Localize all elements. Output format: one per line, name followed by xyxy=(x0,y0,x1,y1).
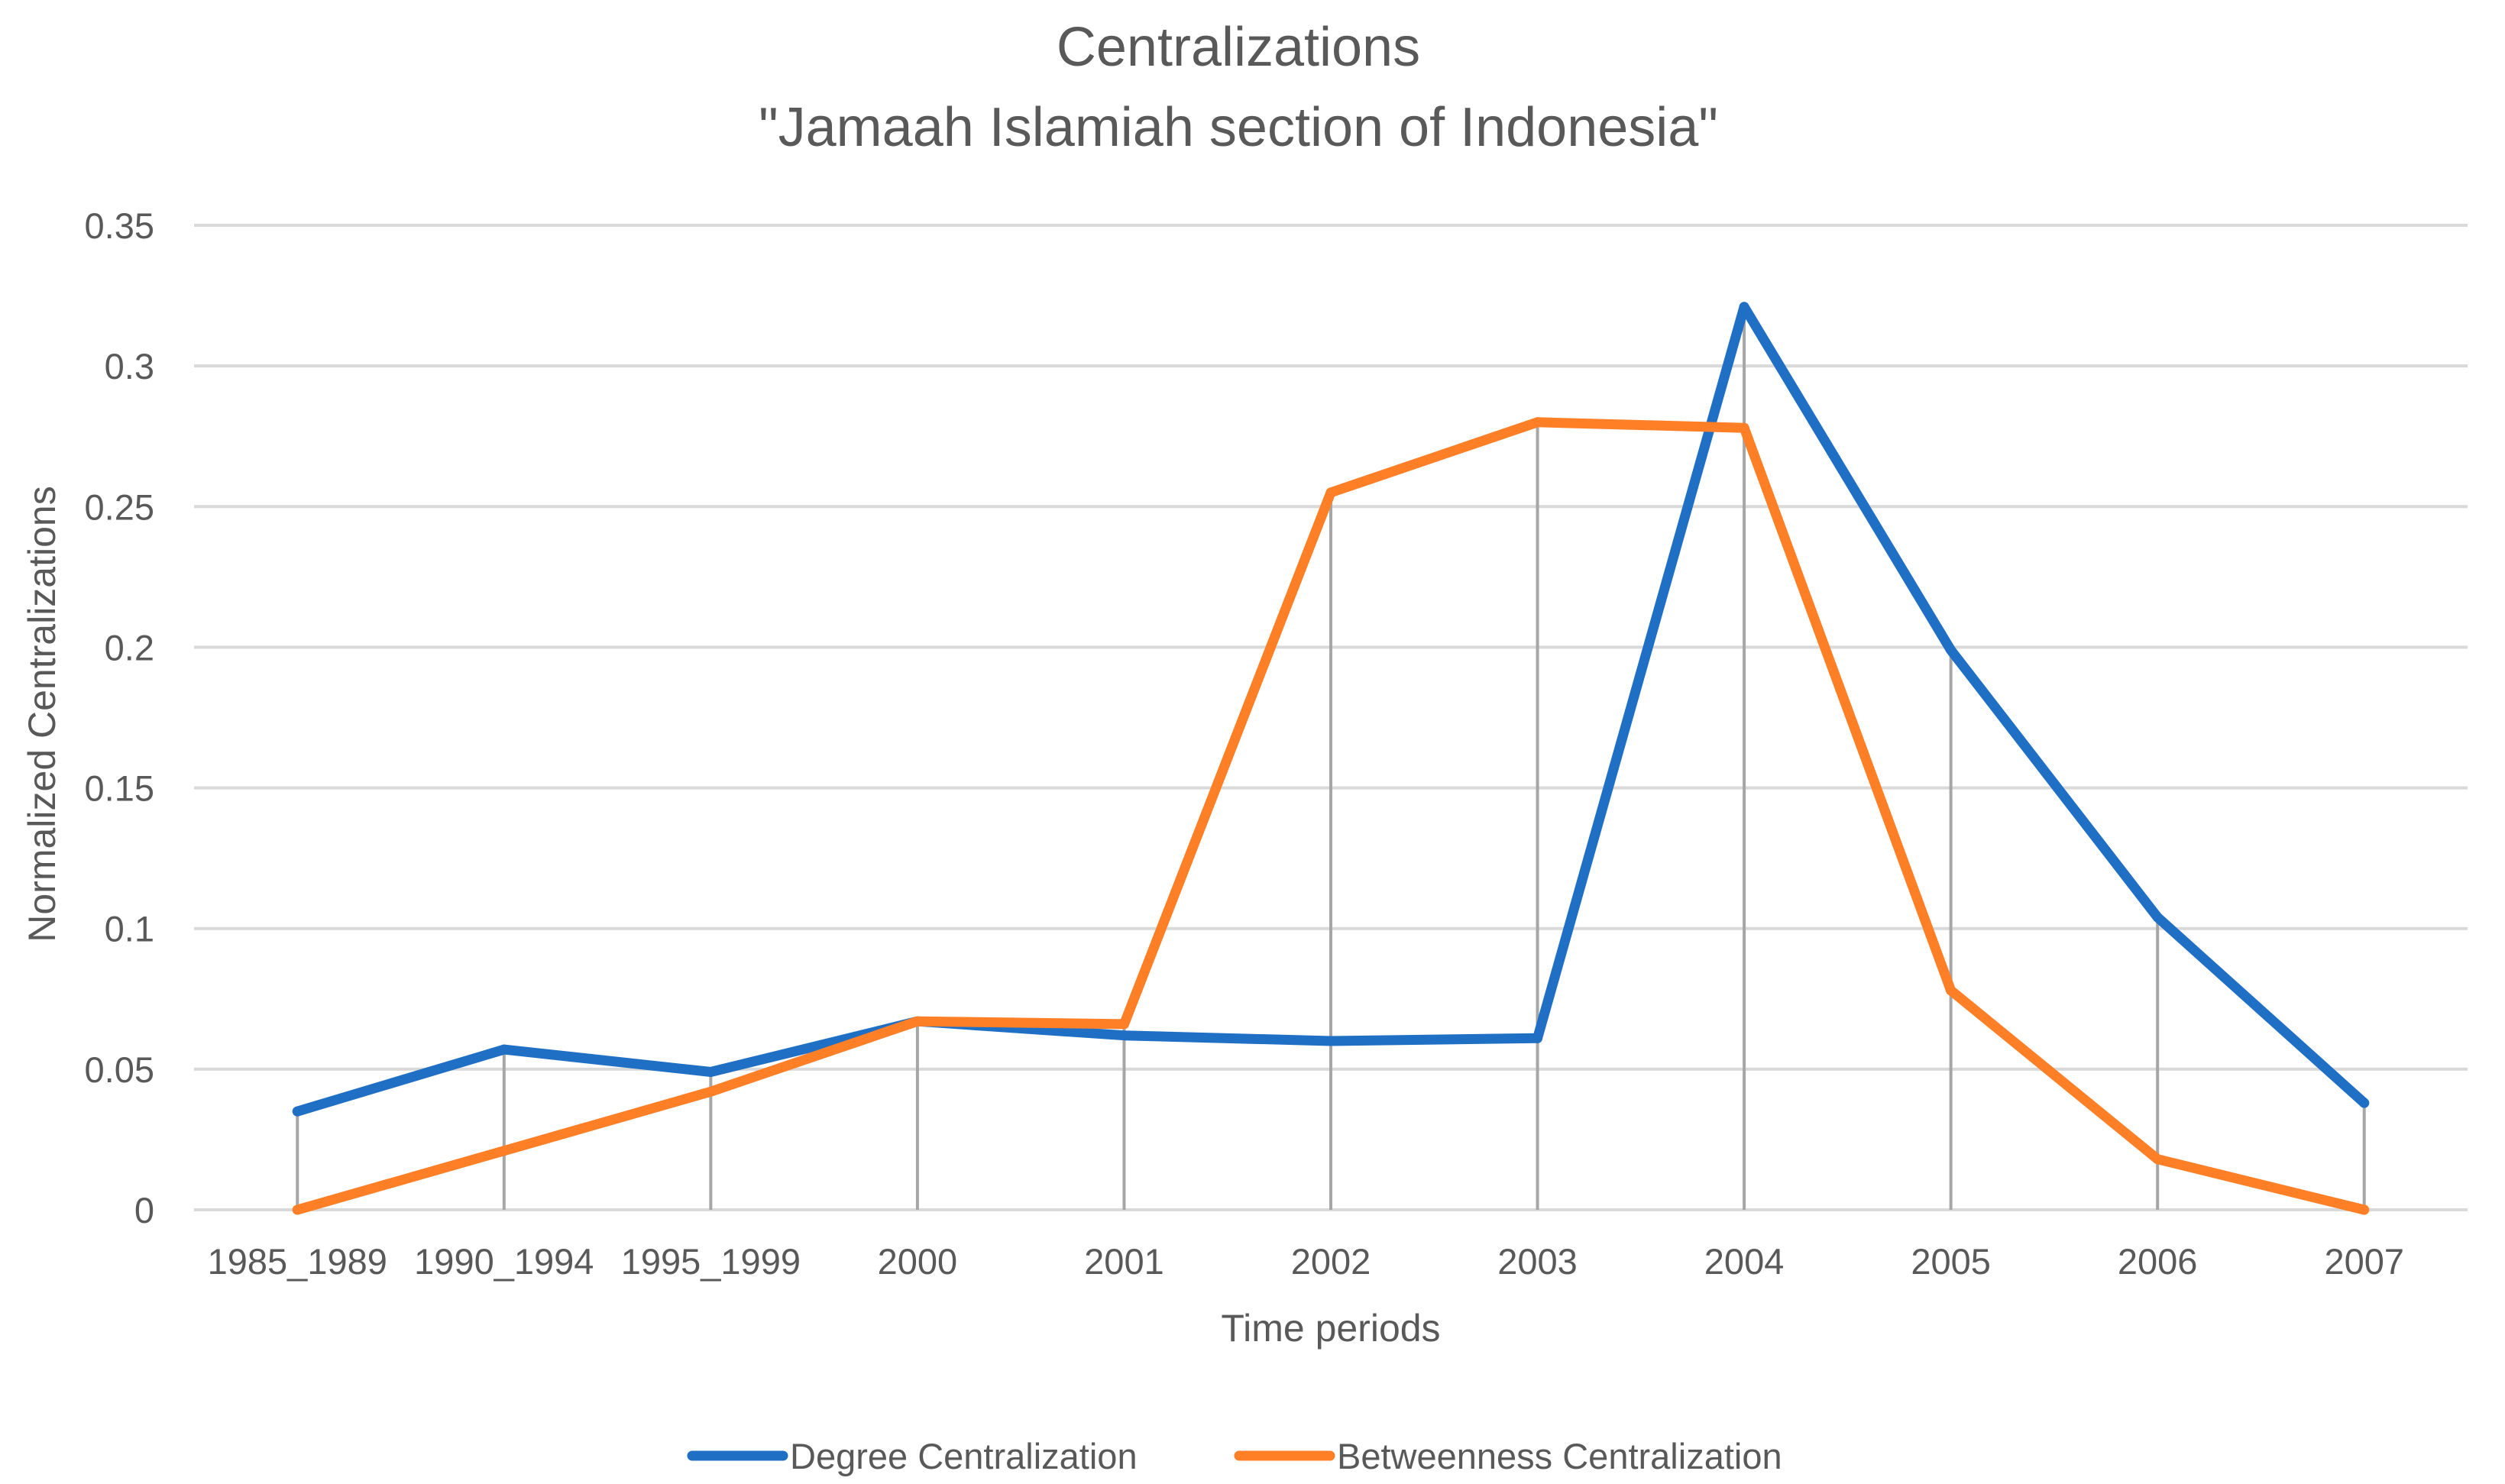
betweenness-centralization-point xyxy=(2152,1154,2163,1165)
degree-centralization-point xyxy=(499,1044,510,1055)
x-tick-label: 2007 xyxy=(2324,1241,2404,1282)
y-tick-label: 0.25 xyxy=(85,487,154,527)
degree-centralization-point xyxy=(292,1106,303,1117)
x-tick-label: 2004 xyxy=(1704,1241,1785,1282)
y-tick-label: 0 xyxy=(134,1190,154,1230)
x-axis-ticks: 1985_1989 1990_1994 1995_1999 2000 2001 2002 2… xyxy=(208,1241,2404,1282)
betweenness-centralization-point xyxy=(2359,1204,2370,1215)
degree-centralization-point xyxy=(1325,1036,1336,1046)
betweenness-centralization-point xyxy=(1739,422,1749,433)
x-tick-label: 2005 xyxy=(1911,1241,1991,1282)
betweenness-centralization-point xyxy=(1946,985,1956,996)
x-tick-label: 2002 xyxy=(1291,1241,1371,1282)
y-axis-title: Normalized Centralizations xyxy=(21,486,63,942)
y-tick-label: 0.05 xyxy=(85,1049,154,1090)
legend: Degree Centralization Betweenness Central… xyxy=(687,1436,1782,1476)
betweenness-centralization-point xyxy=(499,1146,510,1156)
y-tick-label: 0.15 xyxy=(85,768,154,809)
betweenness-centralization-point xyxy=(292,1204,303,1215)
degree-centralization-point xyxy=(2359,1098,2370,1108)
x-tick-label: 1985_1989 xyxy=(208,1241,387,1282)
y-tick-label: 0.1 xyxy=(105,909,154,949)
betweenness-centralization-point xyxy=(1532,417,1543,428)
legend-label-betweenness-centralization: Betweenness Centralization xyxy=(1337,1436,1782,1476)
x-tick-label: 1995_1999 xyxy=(621,1241,801,1282)
legend-label-degree-centralization: Degree Centralization xyxy=(790,1436,1138,1476)
betweenness-centralization-point xyxy=(912,1016,923,1027)
x-axis-title: Time periods xyxy=(1221,1307,1440,1350)
degree-centralization-point xyxy=(705,1067,716,1078)
x-tick-label: 2000 xyxy=(878,1241,958,1282)
betweenness-centralization-point xyxy=(1325,487,1336,498)
y-tick-label: 0.3 xyxy=(105,346,154,386)
degree-centralization-point xyxy=(1118,1030,1129,1041)
betweenness-centralization-point xyxy=(1118,1019,1129,1030)
degree-centralization-point xyxy=(1532,1033,1543,1043)
chart-title: Centralizations xyxy=(1057,17,1420,78)
chart-subtitle: "Jamaah Islamiah section of Indonesia" xyxy=(759,97,1718,158)
series-lines xyxy=(292,302,2370,1215)
x-tick-label: 2003 xyxy=(1497,1241,1578,1282)
y-axis-ticks: 0 0.05 0.1 0.15 0.2 0.25 0.3 0.35 xyxy=(85,205,154,1230)
y-tick-label: 0.2 xyxy=(105,627,154,668)
degree-centralization-point xyxy=(2152,912,2163,923)
x-tick-label: 1990_1994 xyxy=(414,1241,594,1282)
betweenness-centralization-point xyxy=(705,1086,716,1097)
degree-centralization-point xyxy=(1739,302,1749,312)
degree-centralization-point xyxy=(1946,645,1956,655)
x-tick-label: 2001 xyxy=(1084,1241,1164,1282)
y-tick-label: 0.35 xyxy=(85,205,154,246)
x-tick-label: 2006 xyxy=(2118,1241,2198,1282)
